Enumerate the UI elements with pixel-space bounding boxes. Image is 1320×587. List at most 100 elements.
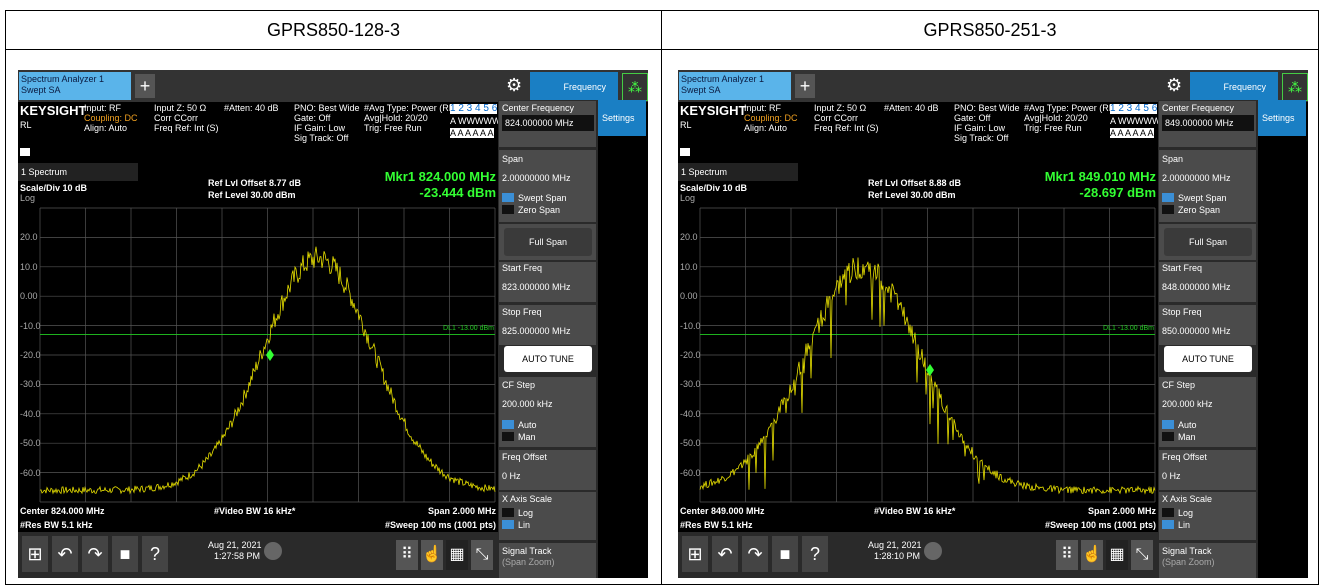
menu-option: Auto: [518, 420, 537, 430]
menu-label: Span: [1162, 154, 1184, 164]
menu-label: Signal Track: [1162, 546, 1212, 556]
menu-value: 200.000 kHz: [1162, 399, 1213, 409]
menu-group[interactable]: [1159, 150, 1256, 222]
y-tick-label: 10.0: [20, 261, 38, 272]
menu-group[interactable]: [499, 377, 596, 447]
menu-option: Auto: [1178, 420, 1197, 430]
info-text: Input Z: 50 Ω: [814, 103, 867, 113]
marker-amplitude: -28.697 dBm: [1079, 185, 1156, 200]
taskbar-button[interactable]: ☝: [421, 540, 443, 570]
menu-tab[interactable]: [530, 72, 618, 100]
taskbar-button[interactable]: ⠿: [1056, 540, 1078, 570]
taskbar-button[interactable]: ↷: [82, 536, 108, 572]
info: RL: [20, 120, 32, 130]
display-line-label: DL1 -13.00 dBm: [443, 325, 494, 333]
keyboard-button[interactable]: [924, 542, 942, 560]
info-text: Trig: Free Run: [1024, 123, 1082, 133]
taskbar-button[interactable]: ■: [112, 536, 138, 572]
tab[interactable]: [679, 72, 791, 100]
menu-option: Lin: [1178, 520, 1191, 530]
detectors: A A A A A A: [450, 128, 494, 138]
taskbar-button[interactable]: ☝: [1081, 540, 1103, 570]
taskbar-button[interactable]: ⊞: [682, 536, 708, 572]
footer-text: Span 2.000 MHz: [427, 506, 496, 516]
add-button[interactable]: +: [795, 74, 815, 98]
info-text: Corr CCorr: [154, 113, 198, 123]
menu-group[interactable]: [1159, 450, 1256, 490]
menu-group[interactable]: [1159, 377, 1256, 447]
info-text: #Avg Type: Power (RMS): [364, 103, 466, 113]
taskbar-button[interactable]: ■: [772, 536, 798, 572]
y-tick-label: -20.0: [20, 350, 41, 360]
window-dropdown[interactable]: [678, 163, 798, 181]
taskbar-button[interactable]: ▦: [446, 540, 468, 570]
menu-group[interactable]: [1159, 262, 1256, 302]
menu-group[interactable]: [499, 492, 596, 540]
menu-value: 825.000000 MHz: [502, 326, 571, 336]
table-cell: [661, 48, 1319, 585]
menu-group[interactable]: [1159, 492, 1256, 540]
footer-text: #Video BW 16 kHz*: [214, 506, 296, 516]
add-button[interactable]: +: [135, 74, 155, 98]
info-text: Input: RF: [744, 103, 782, 113]
menu-group[interactable]: [1159, 305, 1256, 345]
taskbar-button[interactable]: ▦: [1106, 540, 1128, 570]
radio: [502, 205, 514, 214]
info-text: Coupling: DC: [744, 113, 798, 123]
info-text: #Avg Type: Power (RMS): [1024, 103, 1126, 113]
brand: KEYSIGHT: [20, 103, 87, 118]
y-tick-label: -40.0: [680, 408, 701, 419]
settings-tab[interactable]: [1258, 100, 1306, 136]
radio: [502, 432, 514, 441]
scale-label: Scale/Div 10 dB: [680, 183, 748, 193]
menu-tab[interactable]: [1190, 72, 1278, 100]
info-text: PNO: Best Wide: [294, 103, 360, 113]
button[interactable]: [504, 228, 592, 256]
menu-group[interactable]: [499, 450, 596, 490]
menu-option: Zero Span: [518, 205, 561, 215]
y-tick-label: -10.0: [20, 320, 41, 331]
footer-text: Center 824.000 MHz: [20, 506, 105, 516]
auto-tune-button[interactable]: [1164, 346, 1252, 372]
taskbar-button[interactable]: ⠿: [396, 540, 418, 570]
settings-gear[interactable]: ⚙: [506, 75, 523, 95]
tab[interactable]: [19, 72, 131, 100]
taskbar-button[interactable]: ⊞: [22, 536, 48, 572]
menu-group[interactable]: [1159, 543, 1256, 578]
taskbar-button[interactable]: ?: [142, 536, 168, 572]
settings-gear[interactable]: ⚙: [1166, 75, 1183, 95]
menu-group[interactable]: [499, 150, 596, 222]
taskbar-button[interactable]: ↷: [742, 536, 768, 572]
taskbar-button[interactable]: ↶: [52, 536, 78, 572]
menu-option: Man: [1178, 432, 1196, 442]
menu-group[interactable]: [499, 262, 596, 302]
taskbar-button[interactable]: ?: [802, 536, 828, 572]
ref-level: Ref Level 30.00 dBm: [868, 190, 956, 200]
taskbar-button[interactable]: ⤡: [1131, 540, 1153, 570]
taskbar-button[interactable]: ⤡: [471, 540, 493, 570]
menu-option: Swept Span: [1178, 193, 1227, 203]
menu-option: Swept Span: [518, 193, 567, 203]
menu-group[interactable]: [499, 543, 596, 578]
taskbar-button[interactable]: ↶: [712, 536, 738, 572]
settings-tab[interactable]: [598, 100, 646, 136]
button[interactable]: [1164, 228, 1252, 256]
menu-group[interactable]: [499, 305, 596, 345]
auto-tune-button[interactable]: [504, 346, 592, 372]
y-tick-label: 20.0: [20, 232, 38, 243]
radio: [1162, 420, 1174, 429]
ref-level: Ref Level 30.00 dBm: [208, 190, 296, 200]
trace-numbers: 1 2 3 4 5 6: [450, 103, 498, 114]
radio: [502, 193, 514, 202]
detectors: A A A A A A: [1110, 128, 1154, 138]
window-label: 1 Spectrum: [681, 167, 728, 177]
settings-label: Settings: [602, 113, 635, 123]
menu-label: Start Freq: [502, 263, 543, 273]
time: 1:27:58 PM: [214, 551, 261, 561]
menu-label: X Axis Scale: [1162, 494, 1213, 504]
keyboard-button[interactable]: [264, 542, 282, 560]
column-header: GPRS850-128-3: [5, 10, 662, 50]
menu-label: (Span Zoom): [502, 557, 555, 567]
window-dropdown[interactable]: [18, 163, 138, 181]
